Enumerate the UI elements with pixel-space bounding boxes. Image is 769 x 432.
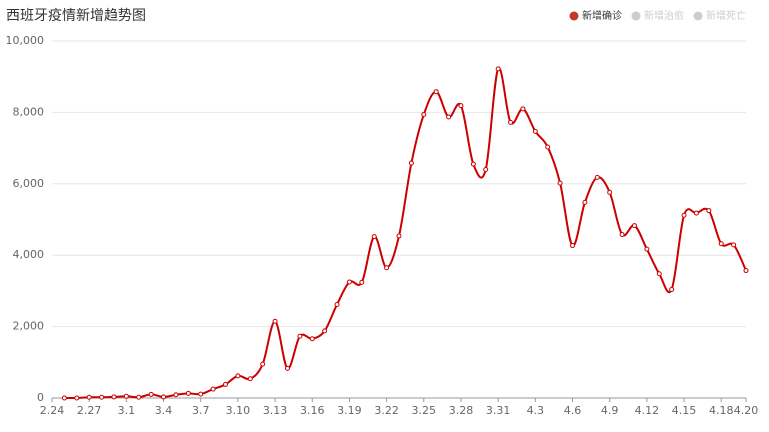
data-point [210, 386, 216, 392]
data-point [247, 376, 253, 382]
data-point [136, 394, 142, 400]
data-point [371, 234, 377, 240]
x-tick-label: 3.19 [337, 404, 362, 417]
data-point [631, 223, 637, 229]
legend-marker[interactable] [569, 11, 579, 21]
y-tick-label: 4,000 [13, 248, 45, 261]
legend-label[interactable]: 新增死亡 [706, 9, 746, 22]
data-point [545, 144, 551, 150]
data-point [681, 212, 687, 218]
x-tick-label: 2.24 [40, 404, 65, 417]
legend-marker[interactable] [631, 11, 641, 21]
data-point [198, 391, 204, 397]
data-point [111, 394, 117, 400]
y-tick-label: 6,000 [13, 177, 45, 190]
data-point [669, 286, 675, 292]
x-tick-label: 3.22 [374, 404, 399, 417]
x-tick-label: 4.3 [527, 404, 545, 417]
data-point [483, 167, 489, 173]
data-point [656, 271, 662, 277]
data-point [433, 89, 439, 95]
data-point [235, 373, 241, 379]
data-point [706, 208, 712, 214]
x-tick-label: 3.1 [118, 404, 136, 417]
data-point [607, 189, 613, 195]
data-point [644, 246, 650, 252]
data-point [594, 174, 600, 180]
data-point [322, 328, 328, 334]
data-point [297, 333, 303, 339]
data-point [223, 381, 228, 387]
data-point [99, 394, 105, 400]
x-tick-label: 3.7 [192, 404, 210, 417]
data-point [359, 279, 365, 285]
legend-marker[interactable] [693, 11, 703, 21]
data-point [495, 66, 501, 72]
data-point [185, 390, 191, 396]
y-tick-label: 2,000 [13, 320, 45, 333]
data-point [86, 394, 92, 400]
data-point [508, 119, 514, 125]
x-tick-label: 3.25 [412, 404, 437, 417]
x-tick-label: 4.6 [564, 404, 582, 417]
x-tick-label: 4.15 [672, 404, 697, 417]
legend-label[interactable]: 新增治愈 [644, 9, 684, 22]
data-point [532, 128, 538, 134]
legend-label[interactable]: 新增确诊 [582, 9, 622, 22]
data-point [272, 318, 278, 324]
data-point [470, 161, 476, 167]
x-tick-label: 4.20 [734, 404, 759, 417]
x-tick-label: 3.13 [263, 404, 288, 417]
data-point [520, 106, 526, 112]
data-point [557, 180, 563, 186]
data-point [346, 279, 352, 285]
data-point [61, 395, 67, 401]
x-tick-label: 3.28 [449, 404, 474, 417]
data-point [396, 233, 402, 239]
y-tick-label: 8,000 [13, 105, 45, 118]
x-tick-label: 4.12 [635, 404, 660, 417]
data-point [334, 301, 340, 307]
x-tick-label: 3.10 [226, 404, 251, 417]
x-tick-label: 3.4 [155, 404, 173, 417]
x-tick-label: 2.27 [77, 404, 102, 417]
x-tick-label: 4.18 [709, 404, 734, 417]
data-point [693, 210, 699, 216]
data-point [458, 103, 464, 109]
data-point [408, 160, 414, 166]
data-point [284, 365, 290, 371]
data-point [570, 243, 575, 249]
data-point [421, 112, 427, 118]
data-point [731, 242, 737, 248]
data-point [123, 393, 129, 399]
data-point [384, 265, 390, 271]
chart-title: 西班牙疫情新增趋势图 [6, 8, 146, 24]
data-point [161, 394, 167, 400]
data-point [446, 114, 452, 120]
data-point [309, 336, 315, 342]
data-point [582, 199, 588, 205]
y-tick-label: 0 [37, 391, 44, 404]
x-tick-label: 3.16 [300, 404, 325, 417]
data-point [173, 392, 179, 398]
data-point [619, 231, 625, 237]
data-point [148, 391, 154, 397]
data-point [718, 241, 724, 247]
y-tick-label: 10,000 [6, 34, 45, 47]
data-point [260, 361, 266, 367]
data-point [74, 395, 80, 401]
x-tick-label: 3.31 [486, 404, 511, 417]
x-tick-label: 4.9 [601, 404, 619, 417]
series-line [64, 67, 747, 400]
data-point [743, 268, 749, 274]
